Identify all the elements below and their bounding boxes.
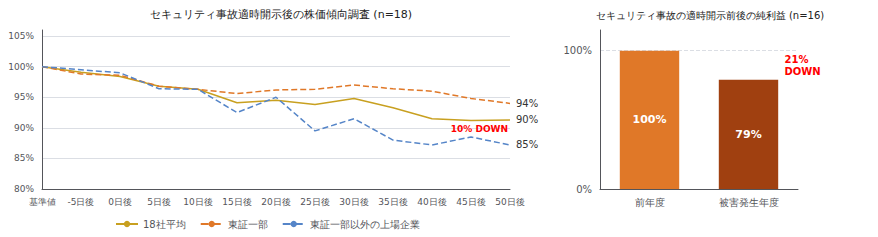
svg-text:100%: 100% bbox=[8, 62, 34, 72]
svg-text:前年度: 前年度 bbox=[635, 197, 665, 208]
svg-text:5日後: 5日後 bbox=[147, 197, 171, 207]
svg-text:基準値: 基準値 bbox=[29, 197, 56, 207]
svg-text:セキュリティ事故の適時開示前後の純利益 (n=16): セキュリティ事故の適時開示前後の純利益 (n=16) bbox=[596, 10, 825, 21]
svg-text:25日後: 25日後 bbox=[300, 197, 329, 207]
svg-text:0%: 0% bbox=[576, 184, 592, 195]
svg-text:100%: 100% bbox=[633, 113, 667, 126]
svg-text:40日後: 40日後 bbox=[417, 197, 446, 207]
svg-text:0日後: 0日後 bbox=[108, 197, 132, 207]
svg-text:30日後: 30日後 bbox=[339, 197, 368, 207]
svg-text:85%: 85% bbox=[14, 153, 34, 163]
svg-text:15日後: 15日後 bbox=[222, 197, 251, 207]
svg-text:50日後: 50日後 bbox=[495, 197, 524, 207]
svg-text:DOWN: DOWN bbox=[785, 66, 821, 77]
svg-text:21%: 21% bbox=[785, 54, 809, 65]
svg-text:79%: 79% bbox=[735, 128, 761, 141]
svg-text:90%: 90% bbox=[516, 114, 538, 125]
svg-text:-5日後: -5日後 bbox=[68, 197, 95, 207]
svg-text:東証一部以外の上場企業: 東証一部以外の上場企業 bbox=[310, 219, 420, 230]
svg-text:80%: 80% bbox=[14, 184, 34, 194]
svg-text:東証一部: 東証一部 bbox=[228, 219, 268, 230]
svg-text:95%: 95% bbox=[14, 92, 34, 102]
svg-text:94%: 94% bbox=[516, 98, 538, 109]
svg-text:被害発生年度: 被害発生年度 bbox=[719, 197, 779, 208]
svg-text:20日後: 20日後 bbox=[261, 197, 290, 207]
svg-text:10% DOWN: 10% DOWN bbox=[451, 124, 508, 134]
svg-text:18社平均: 18社平均 bbox=[143, 219, 186, 230]
svg-text:100%: 100% bbox=[563, 45, 592, 56]
svg-text:10日後: 10日後 bbox=[183, 197, 212, 207]
svg-text:セキュリティ事故適時開示後の株価傾向調査 (n=18): セキュリティ事故適時開示後の株価傾向調査 (n=18) bbox=[150, 8, 412, 21]
svg-text:105%: 105% bbox=[8, 31, 34, 41]
svg-text:85%: 85% bbox=[516, 139, 538, 150]
svg-text:90%: 90% bbox=[14, 123, 34, 133]
svg-text:45日後: 45日後 bbox=[456, 197, 485, 207]
svg-text:35日後: 35日後 bbox=[378, 197, 407, 207]
